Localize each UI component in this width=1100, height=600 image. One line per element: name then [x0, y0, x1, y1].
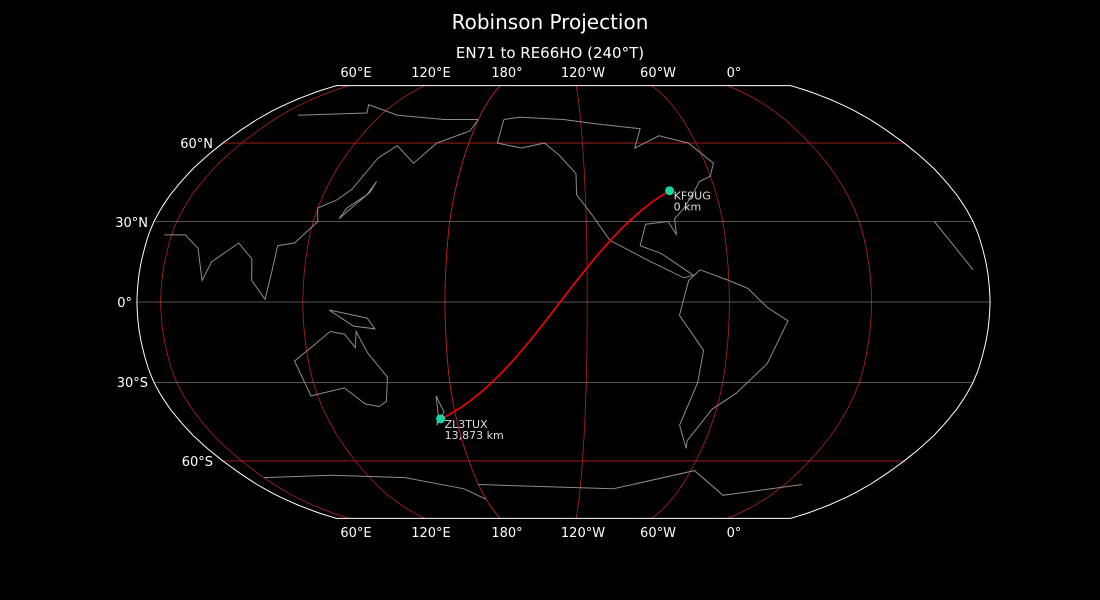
coastline	[338, 181, 378, 220]
graticule	[136, 85, 991, 519]
great-circle-path	[440, 190, 671, 420]
lon-label: 60°W	[640, 526, 676, 541]
station-distance: 0 km	[674, 201, 702, 214]
coastline	[496, 116, 714, 279]
coastline	[297, 104, 479, 120]
lon-labels-bottom: 60°E 120°E 180° 120°W 60°W 0°	[340, 526, 741, 541]
station-distance: 13,873 km	[445, 429, 504, 442]
coastline	[263, 470, 802, 500]
map-title: Robinson Projection	[451, 10, 649, 34]
lon-label: 120°E	[411, 526, 451, 541]
station-marker	[436, 414, 446, 424]
lon-label: 120°W	[561, 66, 605, 81]
lon-label: 60°E	[340, 526, 371, 541]
lon-labels-top: 60°E 120°E 180° 120°W 60°W 0°	[340, 66, 741, 81]
coastlines	[164, 104, 974, 500]
coastline	[678, 269, 789, 449]
lon-label: 0°	[727, 526, 742, 541]
lat-label: 30°S	[117, 376, 148, 391]
coastline	[293, 329, 388, 408]
lat-label: 30°N	[115, 216, 148, 231]
lat-label: 60°N	[180, 137, 213, 152]
lon-label: 180°	[491, 66, 522, 81]
lat-labels: 60°N 30°N 0° 30°S 60°S	[115, 137, 213, 470]
station-callsign: ZL3TUX	[445, 418, 488, 431]
lon-label: 60°W	[640, 66, 676, 81]
lon-label: 0°	[727, 66, 742, 81]
lon-label: 180°	[491, 526, 522, 541]
map-border	[136, 85, 991, 519]
coastline	[435, 395, 445, 426]
coastline	[164, 119, 974, 301]
lon-label: 60°E	[340, 66, 371, 81]
map-subtitle: EN71 to RE66HO (240°T)	[455, 44, 645, 62]
lon-label: 120°W	[561, 526, 605, 541]
lat-label: 60°S	[182, 455, 213, 470]
lat-label: 0°	[117, 296, 132, 311]
station-marker	[665, 186, 675, 196]
lon-label: 120°E	[411, 66, 451, 81]
station-callsign: KF9UG	[674, 190, 711, 203]
coastline	[328, 309, 376, 330]
